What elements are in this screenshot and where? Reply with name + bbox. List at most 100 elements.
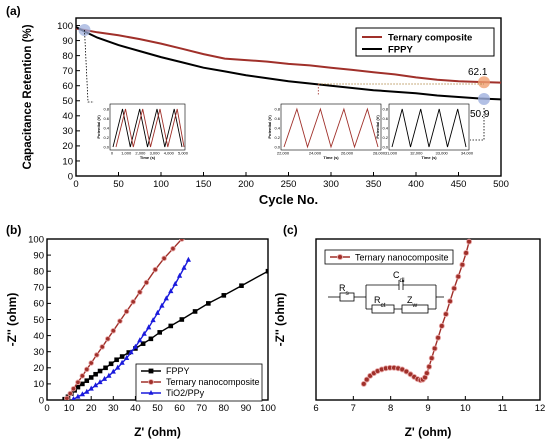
data-point-circle [179, 239, 185, 242]
x-tick-label: 50 [152, 403, 163, 414]
inset-y-tick-label: 0.2 [103, 135, 109, 140]
data-point-circle [455, 273, 462, 280]
data-point-square [103, 365, 108, 371]
data-point-triangle [124, 354, 130, 360]
data-point-triangle [159, 302, 165, 308]
y-axis-label: -Z'' (ohm) [273, 293, 287, 347]
y-tick-label: 80 [62, 51, 73, 62]
data-point-circle [88, 360, 94, 366]
inset-y-tick-label: 0.2 [382, 135, 388, 140]
data-point-triangle [141, 330, 147, 336]
y-tick-label: 20 [33, 363, 44, 374]
data-point-triangle [172, 280, 178, 286]
panel-label: (c) [283, 223, 298, 237]
x-tick-label: 100 [153, 179, 169, 190]
panel-b-nyquist-plot: 0 10 20 30 40 50 60 70 80 90 100 0 10 20 30 40 50 60 70 80 9… [5, 223, 276, 439]
data-point-circle [105, 336, 111, 342]
data-point-circle [466, 238, 473, 245]
x-tick-label: 60 [174, 403, 185, 414]
inset-y-tick-label: 0.0 [274, 144, 280, 149]
data-point-triangle [137, 337, 143, 343]
x-tick-label: 12 [535, 403, 546, 414]
data-point-circle [99, 344, 105, 350]
data-point-triangle [185, 256, 191, 262]
x-tick-label: 350 [366, 179, 382, 190]
equivalent-circuit [328, 280, 444, 314]
y-tick-label: 90 [33, 250, 44, 261]
inset-x-tick-label: 5,000 [178, 151, 189, 156]
legend-label: TiO2/PPy [166, 388, 205, 398]
legend-box [324, 249, 454, 265]
inset-x-axis-label: Time (s) [323, 155, 339, 160]
x-tick-label: 10 [460, 403, 471, 414]
y-tick-label: 100 [57, 21, 73, 32]
data-point-square [88, 375, 94, 380]
data-point-square [108, 361, 114, 367]
data-point-triangle [110, 368, 116, 374]
y-tick-label: 20 [62, 141, 73, 152]
circuit-label-sub: ct [381, 302, 386, 309]
inset-charge-discharge-curve [115, 108, 185, 148]
data-point-triangle [163, 295, 169, 301]
y-tick-label: 0 [39, 395, 44, 406]
data-point-circle [67, 390, 73, 397]
x-tick-label: 8 [388, 403, 393, 414]
x-tick-label: 40 [130, 403, 141, 414]
data-point-circle [188, 227, 193, 232]
x-tick-label: 0 [44, 403, 49, 414]
inset-x-tick-label: 33,000 [436, 151, 449, 156]
y-tick-label: 40 [62, 111, 73, 122]
data-point-triangle [71, 396, 76, 400]
data-point-circle [435, 334, 442, 341]
inset-x-tick-label: 2,000 [135, 151, 146, 156]
y-tick-label: 100 [28, 234, 44, 245]
data-point-square [157, 330, 163, 335]
data-point-square [119, 354, 125, 359]
inset-frame [280, 103, 382, 151]
legend-label: Ternary nanocomposite [166, 377, 260, 387]
data-point-triangle [75, 393, 81, 399]
end-highlight-marker-ternary [478, 76, 490, 89]
x-axis-label: Z' (ohm) [134, 425, 181, 439]
circuit-label: Rct [374, 295, 386, 309]
inset-y-tick-label: 0.4 [274, 125, 280, 130]
data-point-square [206, 301, 211, 306]
inset-x-tick-label: 32,000 [410, 151, 423, 156]
y-tick-label: 10 [62, 156, 73, 167]
y-tick-label: 50 [33, 315, 44, 326]
inset-x-tick-label: 34,000 [461, 151, 474, 156]
legend-label: FPPY [166, 366, 190, 376]
inset-charge-discharge-curve [391, 108, 467, 148]
data-point-square [179, 317, 185, 322]
data-point-circle [93, 352, 100, 358]
y-tick-label: 60 [62, 81, 73, 92]
data-point-triangle [154, 309, 161, 315]
data-point-square [84, 378, 90, 383]
data-point-circle [363, 376, 370, 383]
circuit-label-main: Z [407, 295, 413, 305]
data-point-circle [64, 395, 70, 400]
x-tick-label: 300 [323, 179, 339, 190]
x-tick-label: 80 [219, 403, 230, 414]
x-tick-label: 7 [351, 403, 356, 414]
inset-y-tick-label: 0.2 [274, 135, 280, 140]
data-point-circle [428, 355, 435, 362]
circuit-label-sub: dl [400, 277, 406, 284]
data-point-circle [447, 298, 453, 305]
legend-label: Ternary composite [388, 32, 472, 43]
data-point-circle [143, 279, 150, 286]
inset-x-axis-label: Time (s) [140, 155, 156, 160]
inset-y-tick-label: 0.6 [274, 116, 280, 121]
panel-c-nyquist-zoom: 6 7 8 9 10 11 12 Z' (ohm) -Z'' (ohm) (c) Ternary n… [273, 223, 545, 439]
data-point-triangle [119, 359, 125, 365]
data-point-square [93, 371, 98, 377]
y-tick-label: 80 [33, 267, 44, 278]
data-point-triangle [146, 324, 152, 330]
data-point-square [265, 268, 268, 274]
annotation-50-9: 50.9 [470, 109, 490, 120]
data-point-circle [438, 322, 445, 329]
data-point-circle [110, 328, 117, 334]
y-tick-label: 90 [62, 36, 73, 47]
circuit-label-main: C [393, 270, 400, 280]
